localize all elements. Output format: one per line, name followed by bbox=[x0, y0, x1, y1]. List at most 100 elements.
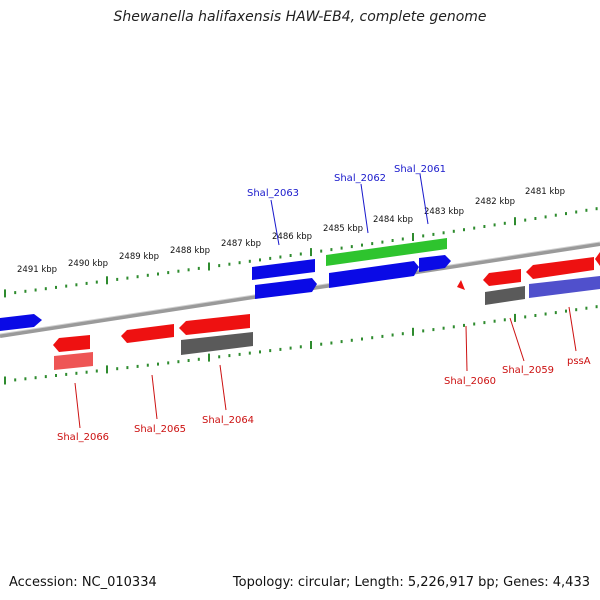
scale-labels: 2491 kbp 2490 kbp 2489 kbp 2488 kbp 2487… bbox=[17, 187, 565, 275]
scale-label: 2482 kbp bbox=[475, 197, 515, 207]
tick-mark bbox=[544, 312, 547, 316]
tick-mark bbox=[34, 288, 37, 292]
gene-label[interactable]: Shal_2064 bbox=[202, 415, 254, 426]
tick-mark bbox=[310, 341, 312, 349]
reverse-features bbox=[53, 252, 600, 370]
tick-mark bbox=[279, 255, 282, 259]
tick-mark bbox=[361, 243, 363, 247]
tick-mark bbox=[575, 210, 578, 214]
tick-mark bbox=[228, 262, 231, 266]
feature-gene[interactable] bbox=[255, 278, 317, 299]
tick-mark bbox=[248, 259, 251, 263]
scale-label: 2481 kbp bbox=[525, 187, 565, 197]
tick-mark bbox=[136, 275, 139, 279]
tick-mark bbox=[4, 289, 6, 298]
feature-gene[interactable] bbox=[252, 259, 315, 280]
feature-gene[interactable] bbox=[526, 257, 594, 279]
feature-gene[interactable] bbox=[457, 280, 465, 290]
tick-mark bbox=[442, 326, 445, 330]
gene-label[interactable]: Shal_2065 bbox=[134, 424, 186, 435]
feature-gene[interactable] bbox=[326, 238, 447, 266]
tick-mark bbox=[218, 264, 221, 268]
feature-gene[interactable] bbox=[54, 352, 93, 370]
feature-gene[interactable] bbox=[485, 286, 525, 305]
tick-mark bbox=[350, 338, 353, 342]
scale-label: 2487 kbp bbox=[221, 239, 261, 249]
gene-label[interactable]: Shal_2061 bbox=[394, 164, 446, 175]
tick-mark bbox=[595, 305, 598, 309]
tick-mark bbox=[75, 371, 78, 375]
feature-gene[interactable] bbox=[329, 261, 419, 288]
feature-gene[interactable] bbox=[0, 314, 42, 331]
gene-label[interactable]: Shal_2062 bbox=[334, 173, 386, 184]
tick-mark bbox=[75, 283, 78, 287]
tick-mark bbox=[350, 245, 353, 249]
tick-mark bbox=[585, 208, 588, 212]
tick-mark bbox=[299, 252, 302, 256]
feature-gene[interactable] bbox=[121, 324, 174, 343]
tick-mark bbox=[146, 273, 149, 277]
tick-mark bbox=[14, 378, 17, 382]
tick-mark bbox=[116, 277, 119, 281]
scale-label: 2489 kbp bbox=[119, 252, 159, 262]
tick-mark bbox=[361, 337, 363, 341]
tick-mark bbox=[269, 256, 272, 260]
tick-mark bbox=[524, 315, 527, 319]
tick-mark bbox=[177, 360, 180, 364]
forward-features bbox=[0, 238, 451, 331]
tick-mark bbox=[503, 221, 506, 225]
gene-label[interactable]: Shal_2059 bbox=[502, 365, 554, 376]
tick-mark bbox=[197, 357, 200, 361]
feature-gene[interactable] bbox=[419, 255, 451, 272]
tick-mark bbox=[391, 333, 394, 337]
tick-mark bbox=[157, 272, 159, 276]
feature-gene[interactable] bbox=[179, 314, 250, 335]
gene-label[interactable]: Shal_2066 bbox=[57, 432, 109, 443]
tick-mark bbox=[95, 369, 98, 373]
tick-mark bbox=[412, 327, 414, 336]
feature-gene[interactable] bbox=[483, 269, 521, 286]
tick-mark bbox=[340, 340, 343, 344]
tick-mark bbox=[381, 240, 384, 244]
gene-label[interactable]: Shal_2060 bbox=[444, 376, 496, 387]
tick-mark bbox=[34, 376, 37, 380]
tick-mark bbox=[44, 375, 47, 379]
tick-mark bbox=[228, 354, 231, 358]
feature-gene[interactable] bbox=[595, 252, 600, 266]
tick-mark bbox=[24, 377, 27, 381]
tick-mark bbox=[340, 246, 343, 250]
scale-label: 2486 kbp bbox=[272, 232, 312, 242]
tick-mark bbox=[44, 287, 47, 291]
tick-mark bbox=[320, 342, 323, 346]
feature-gene[interactable] bbox=[53, 335, 90, 352]
tick-mark bbox=[534, 314, 537, 317]
tick-mark bbox=[534, 217, 537, 220]
tick-mark bbox=[422, 234, 425, 238]
tick-mark bbox=[24, 289, 27, 293]
tick-mark bbox=[116, 367, 119, 371]
tick-mark bbox=[473, 322, 476, 326]
tick-mark bbox=[330, 341, 333, 345]
feature-gene[interactable] bbox=[181, 332, 253, 355]
tick-mark bbox=[126, 366, 129, 370]
tick-mark bbox=[55, 374, 57, 377]
tick-mark bbox=[514, 217, 516, 226]
map-title: Shewanella halifaxensis HAW-EB4, complet… bbox=[113, 9, 487, 25]
tick-mark bbox=[95, 280, 98, 284]
tick-mark bbox=[197, 266, 200, 270]
tick-mark bbox=[177, 269, 180, 273]
tick-mark bbox=[371, 242, 374, 246]
tick-mark bbox=[401, 237, 404, 241]
tick-mark bbox=[452, 325, 455, 329]
gene-label[interactable]: Shal_2063 bbox=[247, 188, 299, 199]
scale-label: 2491 kbp bbox=[17, 265, 57, 275]
gene-label[interactable]: pssA bbox=[567, 356, 591, 367]
tick-mark bbox=[371, 336, 374, 340]
tick-mark bbox=[248, 351, 251, 355]
feature-gene[interactable] bbox=[529, 276, 600, 298]
tick-mark bbox=[575, 308, 578, 312]
tick-mark bbox=[136, 364, 139, 368]
tick-mark bbox=[55, 285, 57, 289]
tick-mark bbox=[259, 350, 261, 354]
